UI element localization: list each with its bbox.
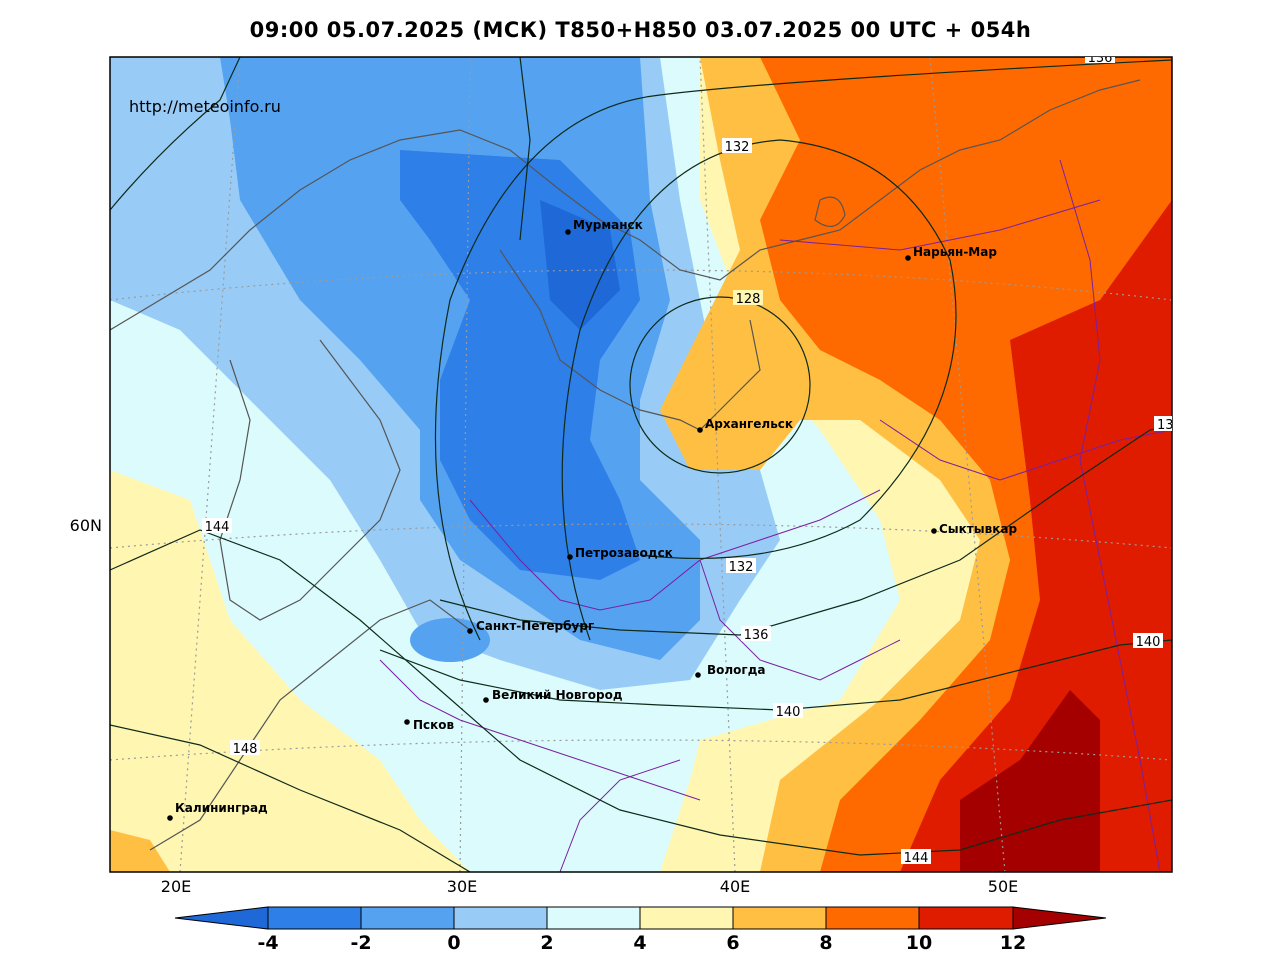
colorbar-right-arrow — [1012, 906, 1107, 930]
svg-text:Петрозаводск: Петрозаводск — [575, 546, 673, 560]
city-petrozavodsk: Петрозаводск — [567, 546, 673, 560]
colorbar-tick: 6 — [726, 932, 739, 954]
colorbar-segment — [546, 906, 641, 930]
contour-label: 136 — [1085, 51, 1115, 66]
colorbar-segment — [639, 906, 734, 930]
svg-text:144: 144 — [904, 851, 929, 866]
map-title: 09:00 05.07.2025 (МСК) T850+H850 03.07.2… — [249, 18, 1032, 42]
contour-label: 140 — [1133, 633, 1163, 650]
colorbar-tick: -2 — [350, 932, 371, 954]
colorbar-left-arrow — [174, 906, 269, 930]
contour-label: 132 — [722, 138, 752, 155]
svg-text:Великий Новгород: Великий Новгород — [492, 688, 623, 702]
svg-text:Сыктывкар: Сыктывкар — [939, 522, 1017, 536]
contour-labels: 132 128 132 136 140 140 144 144 148 13 1… — [202, 51, 1174, 866]
svg-text:140: 140 — [776, 705, 801, 720]
city-pskov: Псков — [404, 718, 455, 732]
colorbar-tick: -4 — [257, 932, 278, 954]
svg-text:13: 13 — [1157, 418, 1174, 433]
contour-label: 144 — [202, 518, 232, 535]
contour-label: 136 — [741, 626, 771, 643]
svg-text:136: 136 — [744, 628, 769, 643]
contour-label: 144 — [901, 849, 931, 866]
lat-label: 60N — [70, 516, 102, 535]
lon-label: 30E — [447, 877, 477, 896]
colorbar-tick: 10 — [906, 932, 932, 954]
contour-label: 132 — [726, 558, 756, 575]
axis-labels: 60N 20E 30E 40E 50E — [70, 516, 1019, 896]
svg-text:Псков: Псков — [413, 718, 455, 732]
svg-text:132: 132 — [729, 560, 754, 575]
coastlines — [110, 79, 1141, 851]
lon-label: 50E — [988, 877, 1018, 896]
colorbar-segment — [825, 906, 920, 930]
svg-text:144: 144 — [205, 520, 230, 535]
contour-label: 140 — [773, 703, 803, 720]
svg-text:140: 140 — [1136, 635, 1161, 650]
colorbar-tick: 4 — [633, 932, 646, 954]
colorbar-segment — [918, 906, 1014, 930]
colorbar-tick: 12 — [1000, 932, 1026, 954]
city-syktyvkar: Сыктывкар — [931, 522, 1017, 536]
lon-label: 40E — [720, 877, 750, 896]
height-contours — [110, 57, 1172, 872]
svg-text:148: 148 — [233, 742, 258, 757]
svg-text:Санкт-Петербург: Санкт-Петербург — [476, 619, 594, 633]
city-saint-petersburg: Санкт-Петербург — [467, 619, 594, 634]
colorbar-tick: 8 — [819, 932, 832, 954]
svg-text:Калининград: Калининград — [175, 801, 268, 815]
colorbar-segment — [360, 906, 455, 930]
city-arkhangelsk: Архангельск — [697, 417, 793, 433]
colorbar-tick: 0 — [447, 932, 460, 954]
city-naryan-mar: Нарьян-Мар — [905, 245, 997, 261]
colorbar-segment — [267, 906, 362, 930]
colorbar-segment — [732, 906, 827, 930]
graticule — [110, 57, 1172, 872]
contour-label: 128 — [733, 290, 763, 307]
contour-label: 148 — [230, 740, 260, 757]
city-murmansk: Мурманск — [565, 218, 643, 235]
svg-text:Вологда: Вологда — [707, 663, 765, 677]
map-frame — [109, 56, 1173, 873]
cities: Мурманск Нарьян-Мар Архангельск Сыктывка… — [167, 218, 1017, 821]
colorbar: -4 -2 0 2 4 6 8 10 12 — [174, 906, 1107, 954]
svg-text:Архангельск: Архангельск — [705, 417, 793, 431]
temperature-field — [110, 57, 1172, 872]
svg-text:136: 136 — [1088, 51, 1113, 66]
colorbar-tick: 2 — [540, 932, 553, 954]
city-kaliningrad: Калининград — [167, 801, 268, 821]
city-vologda: Вологда — [695, 663, 765, 678]
city-veliky-novgorod: Великий Новгород — [483, 688, 623, 703]
svg-text:128: 128 — [736, 292, 761, 307]
contour-label: 13 — [1154, 416, 1174, 433]
admin-borders — [379, 159, 1172, 872]
svg-text:Мурманск: Мурманск — [573, 218, 643, 232]
svg-text:Нарьян-Мар: Нарьян-Мар — [913, 245, 997, 259]
svg-text:132: 132 — [725, 140, 750, 155]
lon-label: 20E — [161, 877, 191, 896]
watermark: http://meteoinfo.ru — [129, 97, 281, 116]
colorbar-segment — [453, 906, 548, 930]
